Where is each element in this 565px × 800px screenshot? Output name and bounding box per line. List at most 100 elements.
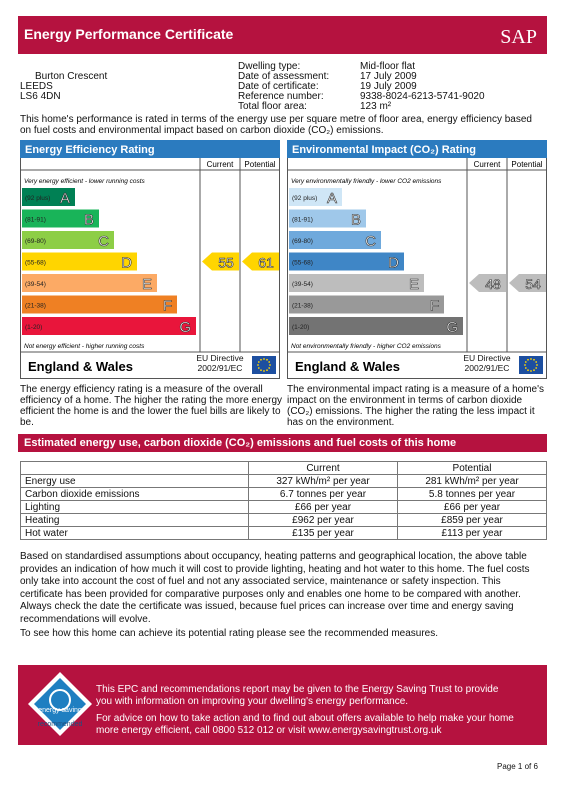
detail-label: Total floor area: (238, 101, 307, 112)
region: England & Wales (28, 359, 133, 374)
band (289, 252, 404, 271)
eu-star (268, 367, 271, 369)
eu-star (533, 358, 535, 361)
detail-label: Dwelling type: (238, 61, 301, 72)
band-range: (21-38) (292, 303, 313, 310)
column-header: Potential (511, 160, 542, 169)
rating-chart: Energy Efficiency Rating Current Potential… (20, 140, 280, 379)
chart-description: The environmental impact rating is a mea… (287, 384, 545, 428)
top-note: Very environmentally friendly - lower CO… (291, 178, 442, 185)
table-cell: 327 kWh/m² per year (248, 474, 398, 488)
table-cell: Carbon dioxide emissions (20, 487, 249, 501)
band (22, 231, 114, 249)
chart-description: The energy efficiency rating is a measur… (20, 384, 283, 428)
band-range: (81-91) (292, 217, 313, 224)
band (289, 188, 342, 206)
eu-star (527, 369, 529, 372)
detail-value: 123 m² (360, 101, 392, 112)
band-letter: G (446, 319, 458, 336)
band-letter: D (121, 255, 132, 272)
table-cell: £66 per year (248, 500, 398, 514)
band-letter: C (98, 233, 109, 250)
table-header: Current (248, 461, 398, 475)
eu-star (530, 370, 532, 372)
band-letter: F (163, 298, 172, 315)
column-header: Current (207, 160, 234, 169)
band-range: (81-91) (25, 217, 46, 224)
address-line: Burton Crescent (35, 71, 108, 82)
table-cell: Energy use (20, 474, 249, 488)
table-row: Energy use 327 kWh/m² per year 281 kWh/m² … (20, 474, 547, 488)
band-letter: E (409, 276, 419, 293)
title: Energy Performance Certificate (24, 26, 234, 42)
paragraph: Based on standardised assumptions about … (20, 551, 530, 625)
bottom-note: Not environmentally friendly - higher CO… (291, 343, 442, 350)
rating-arrow (509, 274, 546, 292)
band-letter: G (179, 319, 191, 336)
band-letter: B (351, 212, 361, 229)
page-number: Page 1 of 6 (497, 762, 538, 771)
detail-value: 19 July 2009 (360, 81, 417, 92)
table-cell: £66 per year (397, 500, 547, 514)
table-cell: 6.7 tonnes per year (248, 487, 398, 501)
band (289, 209, 366, 228)
band (22, 274, 157, 292)
table-row: Carbon dioxide emissions 6.7 tonnes per y… (20, 487, 547, 501)
eu-star (527, 358, 529, 361)
region: England & Wales (295, 359, 400, 374)
band-range: (69-80) (292, 238, 313, 245)
chart-title: Energy Efficiency Rating (25, 144, 155, 156)
band-range: (1-20) (25, 324, 42, 331)
band (22, 188, 75, 206)
eu-flag (519, 356, 543, 374)
band (289, 274, 424, 292)
band-range: (55-68) (25, 260, 46, 267)
band-letter: A (60, 190, 70, 207)
directive: EU Directive 2002/91/EC (196, 353, 244, 373)
eu-star (536, 364, 538, 366)
detail-value: 17 July 2009 (360, 71, 417, 82)
band (289, 295, 444, 314)
table-header-row: Current Potential (20, 461, 547, 475)
chart-header (287, 140, 547, 158)
table-cell: £859 per year (397, 513, 547, 527)
band (22, 209, 99, 228)
eu-star (263, 370, 265, 372)
eu-star (530, 358, 532, 360)
eu-star (524, 361, 527, 363)
table-header: Potential (397, 461, 547, 475)
band-range: (39-54) (25, 281, 46, 288)
band-range: (55-68) (292, 260, 313, 267)
intro: This home's performance is rated in term… (20, 114, 532, 136)
column-header: Potential (244, 160, 275, 169)
eu-star (263, 358, 265, 360)
detail-label: Reference number: (238, 91, 324, 102)
table-cell: 281 kWh/m² per year (397, 474, 547, 488)
footer-line: For advice on how to take action and to … (96, 713, 514, 736)
band-letter: A (327, 190, 337, 207)
address-line: LS6 4DN (20, 91, 61, 102)
table-cell: Lighting (20, 500, 249, 514)
band-range: (1-20) (292, 324, 309, 331)
paragraph: To see how this home can achieve its pot… (20, 628, 439, 639)
footer-box: energy saving recommended This EPC and r… (18, 665, 547, 745)
detail-value: Mid-floor flat (360, 61, 416, 72)
band-letter: E (142, 276, 152, 293)
band-letter: F (430, 298, 439, 315)
rating-arrow (242, 252, 279, 271)
eu-star (260, 358, 262, 361)
band-range: (39-54) (292, 281, 313, 288)
table-cell (20, 461, 249, 475)
table-row: Heating £962 per year £859 per year (20, 513, 547, 527)
detail-label: Date of certificate: (238, 81, 319, 92)
eu-star (533, 369, 535, 372)
band (289, 231, 381, 249)
band (22, 317, 196, 335)
band-range: (69-80) (25, 238, 46, 245)
logo-bottom: recommended (38, 721, 83, 728)
section-bar: Estimated energy use, carbon dioxide (CO… (18, 434, 547, 452)
directive: EU Directive 2002/91/EC (463, 353, 511, 373)
band-range: (92 plus) (292, 195, 317, 202)
rating-value: 54 (525, 276, 541, 292)
